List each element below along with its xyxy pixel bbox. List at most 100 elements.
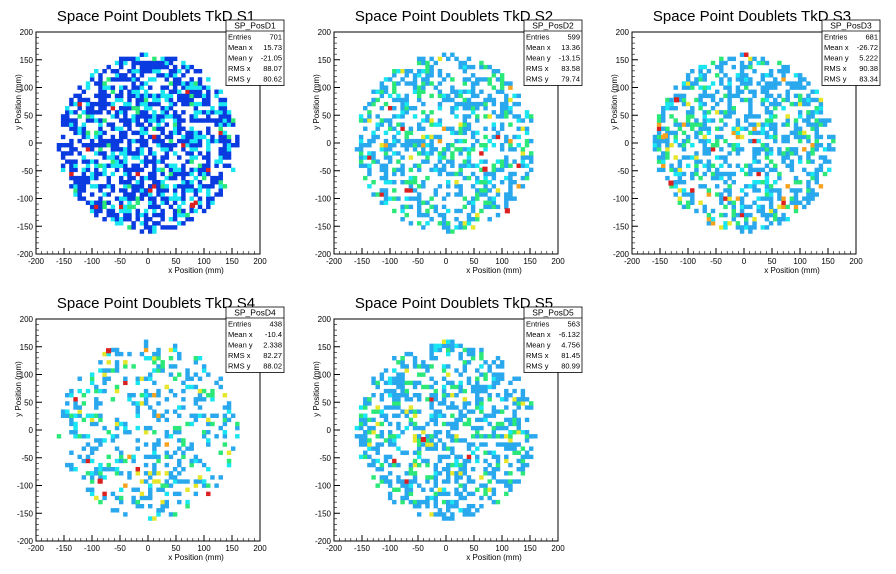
histogram-bin bbox=[491, 405, 497, 410]
histogram-bin bbox=[367, 167, 372, 173]
histogram-bin bbox=[156, 69, 161, 74]
histogram-bin bbox=[156, 413, 161, 418]
histogram-bin bbox=[508, 171, 513, 177]
histogram-bin bbox=[446, 343, 451, 349]
histogram-bin bbox=[450, 343, 455, 349]
histogram-bin bbox=[143, 138, 149, 144]
histogram-bin bbox=[230, 143, 236, 148]
histogram-bin bbox=[404, 368, 409, 373]
histogram-bin bbox=[172, 364, 178, 369]
histogram-bin bbox=[172, 208, 178, 214]
histogram-bin bbox=[479, 475, 484, 480]
histogram-bin bbox=[185, 487, 190, 492]
histogram-bin bbox=[98, 171, 103, 177]
histogram-bin bbox=[396, 122, 401, 127]
histogram-bin bbox=[69, 421, 74, 427]
histogram-bin bbox=[114, 97, 120, 103]
histogram-bin bbox=[81, 134, 87, 140]
histogram-bin bbox=[135, 504, 141, 509]
histogram-bin bbox=[396, 93, 401, 99]
histogram-bin bbox=[764, 212, 770, 218]
histogram-bin bbox=[739, 208, 745, 214]
histogram-bin bbox=[172, 143, 178, 148]
histogram-bin bbox=[756, 81, 761, 86]
histogram-bin bbox=[164, 97, 170, 103]
histogram-bin bbox=[118, 458, 124, 464]
histogram-bin bbox=[94, 151, 99, 156]
histogram-bin bbox=[383, 89, 389, 94]
histogram-bin bbox=[458, 413, 463, 418]
histogram-bin bbox=[152, 175, 157, 181]
x-tick-label: -200 bbox=[624, 257, 641, 266]
histogram-bin bbox=[110, 208, 116, 214]
histogram-bin bbox=[814, 110, 819, 115]
histogram-bin bbox=[193, 200, 199, 205]
histogram-bin bbox=[177, 405, 182, 410]
histogram-bin bbox=[400, 171, 405, 177]
histogram-bin bbox=[358, 405, 364, 410]
histogram-bin bbox=[785, 147, 790, 152]
histogram-bin bbox=[214, 413, 219, 418]
histogram-bin bbox=[483, 147, 488, 152]
histogram-bin bbox=[143, 118, 149, 123]
histogram-bin bbox=[189, 458, 194, 464]
histogram-bin bbox=[164, 77, 170, 82]
histogram-bin bbox=[433, 397, 439, 402]
histogram-bin bbox=[106, 122, 111, 127]
histogram-bin bbox=[785, 151, 790, 156]
histogram-bin bbox=[752, 151, 757, 156]
histogram-bin bbox=[152, 196, 157, 201]
histogram-bin bbox=[148, 85, 153, 90]
histogram-bin bbox=[516, 430, 521, 435]
histogram-bin bbox=[172, 479, 178, 484]
histogram-bin bbox=[673, 192, 678, 197]
histogram-bin bbox=[164, 188, 170, 193]
histogram-bin bbox=[673, 167, 678, 173]
histogram-bin bbox=[458, 122, 463, 127]
histogram-bin bbox=[189, 384, 194, 390]
histogram-bin bbox=[102, 388, 107, 394]
histogram-bin bbox=[148, 393, 153, 398]
histogram-bin bbox=[781, 138, 786, 144]
histogram-bin bbox=[152, 77, 157, 82]
histogram-bin bbox=[475, 118, 480, 123]
histogram-bin bbox=[102, 380, 107, 386]
x-tick-label: -50 bbox=[114, 257, 126, 266]
histogram-bin bbox=[408, 175, 414, 181]
histogram-bin bbox=[768, 118, 774, 123]
histogram-bin bbox=[462, 163, 468, 168]
histogram-bin bbox=[437, 221, 443, 226]
histogram-bin bbox=[768, 69, 774, 74]
histogram-bin bbox=[94, 167, 99, 173]
histogram-bin bbox=[139, 97, 145, 103]
histogram-bin bbox=[466, 347, 472, 353]
histogram-bin bbox=[429, 347, 434, 353]
histogram-bin bbox=[89, 184, 95, 189]
histogram-bin bbox=[710, 221, 716, 226]
histogram-bin bbox=[110, 134, 116, 140]
histogram-bin bbox=[139, 52, 145, 57]
histogram-bin bbox=[731, 200, 737, 205]
histogram-bin bbox=[358, 118, 364, 123]
histogram-bin bbox=[458, 225, 463, 230]
histogram-bin bbox=[826, 143, 832, 148]
histogram-bin bbox=[773, 77, 778, 82]
histogram-bin bbox=[433, 347, 439, 353]
histogram-bin bbox=[135, 446, 141, 451]
histogram-bin bbox=[748, 81, 753, 86]
histogram-bin bbox=[433, 442, 439, 447]
histogram-bin bbox=[685, 118, 691, 123]
histogram-bin bbox=[85, 487, 91, 492]
histogram-bin bbox=[744, 171, 749, 177]
histogram-bin bbox=[462, 413, 468, 418]
histogram-bin bbox=[416, 446, 422, 451]
histogram-bin bbox=[222, 405, 228, 410]
histogram-bin bbox=[764, 147, 770, 152]
histogram-bin bbox=[131, 85, 136, 90]
histogram-bin bbox=[458, 163, 463, 168]
histogram-bin bbox=[495, 499, 501, 505]
histogram-bin bbox=[206, 130, 211, 136]
histogram-bin bbox=[425, 77, 430, 82]
histogram-bin bbox=[135, 467, 141, 472]
histogram-bin bbox=[177, 208, 182, 214]
